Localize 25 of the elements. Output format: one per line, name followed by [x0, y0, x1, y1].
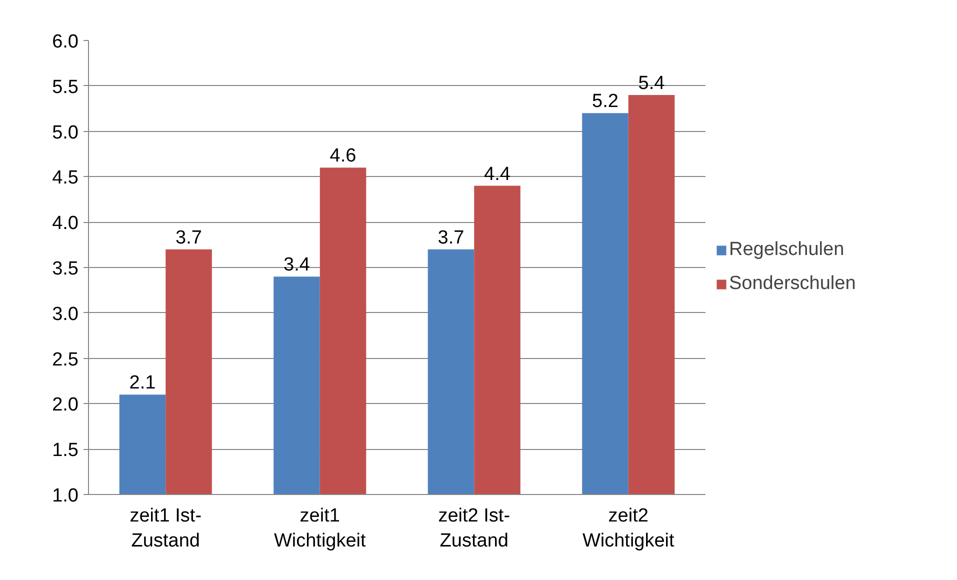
data-label: 2.1: [129, 372, 156, 394]
y-tick-label: 4.0: [52, 213, 79, 234]
data-label: 5.4: [638, 72, 666, 94]
y-tick-label: 2.5: [52, 349, 79, 370]
data-label: 4.4: [484, 164, 511, 185]
y-tick-label: 1.5: [52, 440, 79, 462]
x-tick-label: zeit1 Wichtigkeit: [274, 506, 367, 552]
y-tick-label: 2.0: [52, 394, 79, 416]
y-tick-label: 1.0: [52, 486, 79, 506]
y-tick-label: 3.5: [52, 258, 79, 280]
y-tick-label: 5.5: [52, 76, 79, 98]
x-tick-label: zeit1 Ist-Zustand: [130, 506, 202, 552]
legend-label: Sonderschulen: [729, 273, 856, 295]
y-tick-label: 6.0: [52, 32, 79, 52]
x-tick-label: zeit2 Wichtigkeit: [582, 506, 676, 552]
data-label: 5.2: [592, 91, 618, 112]
data-label: 3.7: [438, 227, 464, 248]
x-tick-label: zeit2 Ist-Zustand: [438, 506, 510, 552]
y-tick-label: 5.0: [52, 122, 79, 144]
y-tick-label: 3.0: [52, 304, 79, 325]
data-label: 3.7: [176, 227, 202, 248]
y-tick-label: 4.5: [52, 168, 79, 189]
data-label: 3.4: [284, 254, 310, 276]
data-label: 4.6: [330, 146, 356, 167]
legend-label: Regelschulen: [729, 239, 844, 261]
